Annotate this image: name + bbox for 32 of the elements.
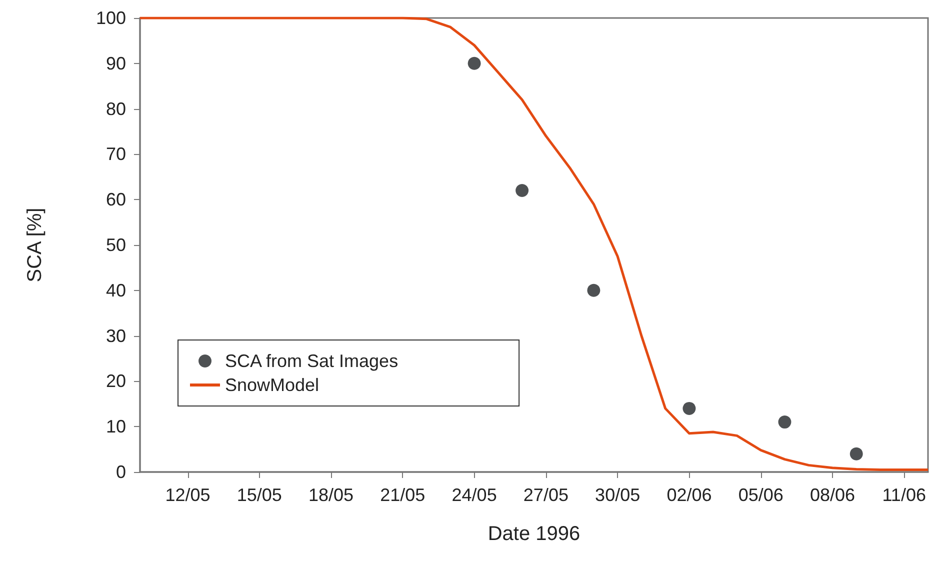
x-tick-label: 30/05 xyxy=(595,485,640,505)
x-tick-label: 08/06 xyxy=(810,485,856,505)
x-tick-label: 05/06 xyxy=(738,485,784,505)
y-tick-label: 90 xyxy=(106,53,126,74)
y-tick-label: 60 xyxy=(106,190,126,210)
y-tick-label: 20 xyxy=(106,371,126,392)
x-tick-label: 21/05 xyxy=(380,485,426,505)
x-tick-label: 11/06 xyxy=(882,485,926,505)
x-tick-label: 15/05 xyxy=(236,485,282,505)
y-tick-label: 30 xyxy=(106,326,126,346)
x-axis-title: Date 1996 xyxy=(488,523,580,545)
legend-label: SnowModel xyxy=(225,375,320,395)
y-tick-label: 70 xyxy=(106,144,126,164)
point xyxy=(468,56,481,70)
y-tick-label: 0 xyxy=(116,462,126,482)
point xyxy=(778,416,792,429)
x-tick-label: 24/05 xyxy=(452,485,497,505)
y-tick-label: 80 xyxy=(106,98,126,119)
legend-label: SCA from Sat Images xyxy=(225,351,398,371)
x-tick-label: 18/05 xyxy=(308,485,354,505)
point xyxy=(516,184,529,198)
point xyxy=(682,402,696,415)
y-tick-label: 40 xyxy=(106,280,126,300)
point xyxy=(587,284,600,297)
point xyxy=(850,447,863,460)
x-tick-label: 02/06 xyxy=(666,485,712,505)
y-tick-label: 50 xyxy=(106,235,126,255)
y-tick-label: 10 xyxy=(106,416,126,437)
y-tick-label: 100 xyxy=(96,8,126,28)
y-axis-title: SCA [%] xyxy=(24,208,46,282)
x-tick-label: 12/05 xyxy=(165,485,210,505)
x-tick-label: 27/05 xyxy=(523,485,568,505)
